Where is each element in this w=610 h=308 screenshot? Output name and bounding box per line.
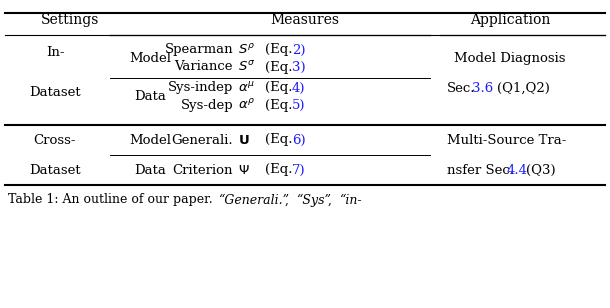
Text: $\alpha^{\rho}$: $\alpha^{\rho}$	[238, 98, 255, 112]
Text: Model: Model	[129, 52, 171, 66]
Text: “Sys”: “Sys”	[296, 193, 331, 207]
Text: $\Psi$: $\Psi$	[238, 164, 249, 176]
Text: Sys-dep: Sys-dep	[181, 99, 233, 111]
Text: (Eq.: (Eq.	[265, 43, 293, 56]
Text: Model Diagnosis: Model Diagnosis	[454, 52, 565, 65]
Text: 7): 7)	[292, 164, 306, 176]
Text: In-: In-	[46, 46, 64, 59]
Text: Data: Data	[134, 164, 166, 176]
Text: 3.6: 3.6	[472, 82, 493, 95]
Text: (Eq.: (Eq.	[265, 60, 293, 74]
Text: 4): 4)	[292, 82, 306, 95]
Text: Dataset: Dataset	[29, 164, 81, 176]
Text: “Generali.”: “Generali.”	[218, 193, 289, 206]
Text: (Q1,Q2): (Q1,Q2)	[497, 82, 550, 95]
Text: $S^{\sigma}$: $S^{\sigma}$	[238, 60, 256, 74]
Text: (Eq.: (Eq.	[265, 164, 293, 176]
Text: $\alpha^{\mu}$: $\alpha^{\mu}$	[238, 81, 255, 95]
Text: Model: Model	[129, 133, 171, 147]
Text: Sec.: Sec.	[447, 82, 476, 95]
Text: Generali.: Generali.	[171, 133, 233, 147]
Text: nsfer Sec.: nsfer Sec.	[447, 164, 514, 176]
Text: 2): 2)	[292, 43, 306, 56]
Text: Data: Data	[134, 90, 166, 103]
Text: $S^{\rho}$: $S^{\rho}$	[238, 43, 255, 57]
Text: 3): 3)	[292, 60, 306, 74]
Text: Measures: Measures	[270, 13, 340, 27]
Text: Settings: Settings	[41, 13, 99, 27]
Text: Sys-indep: Sys-indep	[168, 82, 233, 95]
Text: 6): 6)	[292, 133, 306, 147]
Text: (Q3): (Q3)	[526, 164, 556, 176]
Text: (Eq.: (Eq.	[265, 82, 293, 95]
Text: “in-: “in-	[339, 193, 362, 206]
Text: (Eq.: (Eq.	[265, 133, 293, 147]
Text: Multi-Source Tra-: Multi-Source Tra-	[447, 133, 566, 147]
Text: ,: ,	[328, 193, 336, 206]
Text: Cross-: Cross-	[34, 133, 76, 147]
Text: Application: Application	[470, 13, 550, 27]
Text: Variance: Variance	[174, 60, 233, 74]
Text: ,: ,	[285, 193, 293, 206]
Text: (Eq.: (Eq.	[265, 99, 293, 111]
Text: $\mathbf{U}$: $\mathbf{U}$	[238, 133, 249, 147]
Text: 4.4: 4.4	[507, 164, 528, 176]
Text: Dataset: Dataset	[29, 87, 81, 99]
Text: 5): 5)	[292, 99, 306, 111]
Text: Criterion: Criterion	[173, 164, 233, 176]
Text: Spearman: Spearman	[164, 43, 233, 56]
Text: Table 1: An outline of our paper.: Table 1: An outline of our paper.	[8, 193, 217, 206]
